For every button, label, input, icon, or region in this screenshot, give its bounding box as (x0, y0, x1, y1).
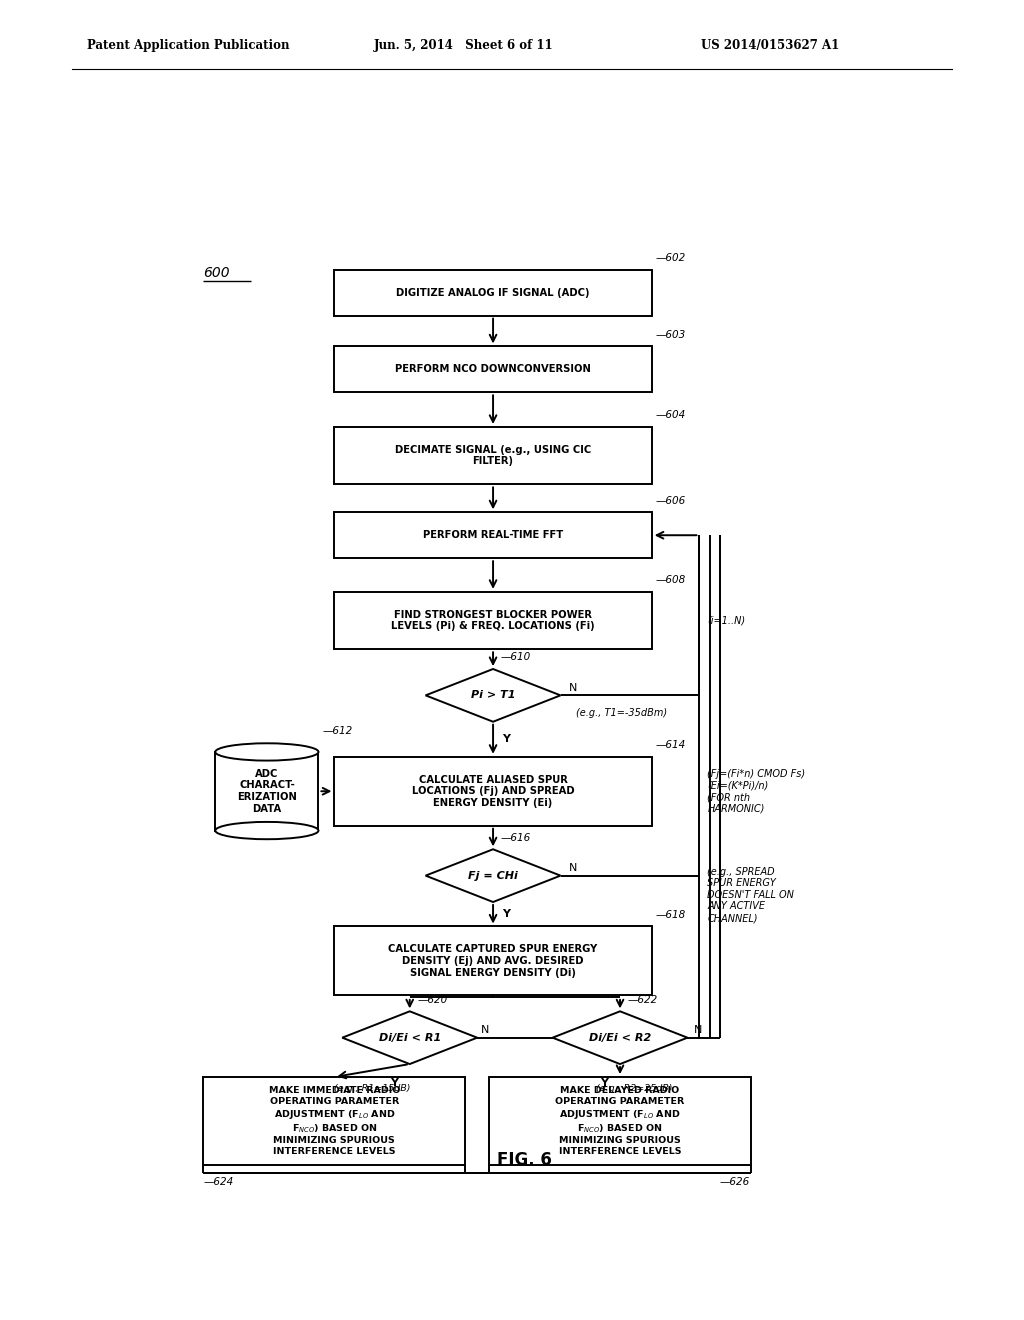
Ellipse shape (215, 822, 318, 840)
Text: (Fj=(Fi*n) CMOD Fs)
(Ei=(K*Pi)/n)
(FOR nth
HARMONIC): (Fj=(Fi*n) CMOD Fs) (Ei=(K*Pi)/n) (FOR n… (708, 768, 806, 813)
Text: US 2014/0153627 A1: US 2014/0153627 A1 (701, 38, 840, 51)
Text: MAKE IMMEDIATE RADIO
OPERATING PARAMETER
ADJUSTMENT (F$_{LO}$ AND
F$_{NCO}$) BAS: MAKE IMMEDIATE RADIO OPERATING PARAMETER… (268, 1086, 400, 1156)
Text: N: N (694, 1026, 702, 1035)
Text: DIGITIZE ANALOG IF SIGNAL (ADC): DIGITIZE ANALOG IF SIGNAL (ADC) (396, 288, 590, 297)
Text: CALCULATE ALIASED SPUR
LOCATIONS (Fj) AND SPREAD
ENERGY DENSITY (Ei): CALCULATE ALIASED SPUR LOCATIONS (Fj) AN… (412, 775, 574, 808)
Text: (e.g., R2=25dB): (e.g., R2=25dB) (596, 1084, 673, 1093)
FancyBboxPatch shape (334, 512, 652, 558)
Text: Pi > T1: Pi > T1 (471, 690, 515, 701)
Text: (e.g., T1=-35dBm): (e.g., T1=-35dBm) (577, 708, 668, 718)
Text: Y: Y (503, 909, 511, 919)
Polygon shape (342, 1011, 477, 1064)
Text: —614: —614 (655, 741, 686, 750)
Text: —608: —608 (655, 576, 686, 585)
Text: N: N (481, 1026, 489, 1035)
Text: Y: Y (503, 734, 511, 744)
FancyBboxPatch shape (204, 1077, 465, 1166)
FancyBboxPatch shape (334, 591, 652, 649)
Text: —610: —610 (501, 652, 531, 663)
Text: —604: —604 (655, 411, 686, 420)
FancyBboxPatch shape (215, 752, 318, 830)
Text: MAKE DELAYED RADIO
OPERATING PARAMETER
ADJUSTMENT (F$_{LO}$ AND
F$_{NCO}$) BASED: MAKE DELAYED RADIO OPERATING PARAMETER A… (555, 1086, 685, 1156)
Text: —603: —603 (655, 330, 686, 339)
Text: —602: —602 (655, 253, 686, 263)
FancyBboxPatch shape (489, 1077, 751, 1166)
Text: 600: 600 (204, 267, 230, 280)
Text: —618: —618 (655, 909, 686, 920)
FancyBboxPatch shape (334, 346, 652, 392)
Ellipse shape (215, 743, 318, 760)
Text: (e.g., R1=15dB): (e.g., R1=15dB) (334, 1084, 411, 1093)
Text: —622: —622 (628, 995, 658, 1005)
Text: —620: —620 (418, 995, 447, 1005)
Text: —616: —616 (501, 833, 531, 842)
Text: DECIMATE SIGNAL (e.g., USING CIC
FILTER): DECIMATE SIGNAL (e.g., USING CIC FILTER) (395, 445, 591, 466)
Text: ADC
CHARACT-
ERIZATION
DATA: ADC CHARACT- ERIZATION DATA (237, 768, 297, 813)
Text: Di/Ei < R1: Di/Ei < R1 (379, 1032, 441, 1043)
Text: N: N (568, 682, 577, 693)
Polygon shape (426, 849, 560, 902)
Polygon shape (426, 669, 560, 722)
Polygon shape (553, 1011, 687, 1064)
Text: Jun. 5, 2014   Sheet 6 of 11: Jun. 5, 2014 Sheet 6 of 11 (374, 38, 553, 51)
FancyBboxPatch shape (334, 756, 652, 826)
Text: N: N (568, 863, 577, 873)
Text: Patent Application Publication: Patent Application Publication (87, 38, 290, 51)
Text: —612: —612 (323, 726, 352, 735)
Text: FIG. 6: FIG. 6 (498, 1151, 552, 1170)
Text: FIND STRONGEST BLOCKER POWER
LEVELS (Pi) & FREQ. LOCATIONS (Fi): FIND STRONGEST BLOCKER POWER LEVELS (Pi)… (391, 610, 595, 631)
Text: PERFORM REAL-TIME FFT: PERFORM REAL-TIME FFT (423, 531, 563, 540)
Text: (e.g., SPREAD
SPUR ENERGY
DOESN'T FALL ON
ANY ACTIVE
CHANNEL): (e.g., SPREAD SPUR ENERGY DOESN'T FALL O… (708, 867, 795, 923)
Text: CALCULATE CAPTURED SPUR ENERGY
DENSITY (Ej) AND AVG. DESIRED
SIGNAL ENERGY DENSI: CALCULATE CAPTURED SPUR ENERGY DENSITY (… (388, 944, 598, 978)
Text: PERFORM NCO DOWNCONVERSION: PERFORM NCO DOWNCONVERSION (395, 364, 591, 375)
Text: Fj = CHi: Fj = CHi (468, 871, 518, 880)
Text: Y: Y (390, 1078, 398, 1089)
Text: —606: —606 (655, 496, 686, 506)
FancyBboxPatch shape (334, 269, 652, 315)
FancyBboxPatch shape (334, 426, 652, 484)
Text: Y: Y (600, 1078, 608, 1089)
Text: Di/Ei < R2: Di/Ei < R2 (589, 1032, 651, 1043)
Text: (i=1..N): (i=1..N) (708, 615, 745, 626)
FancyBboxPatch shape (334, 927, 652, 995)
Text: —626: —626 (719, 1177, 750, 1188)
Text: —624: —624 (204, 1177, 233, 1188)
